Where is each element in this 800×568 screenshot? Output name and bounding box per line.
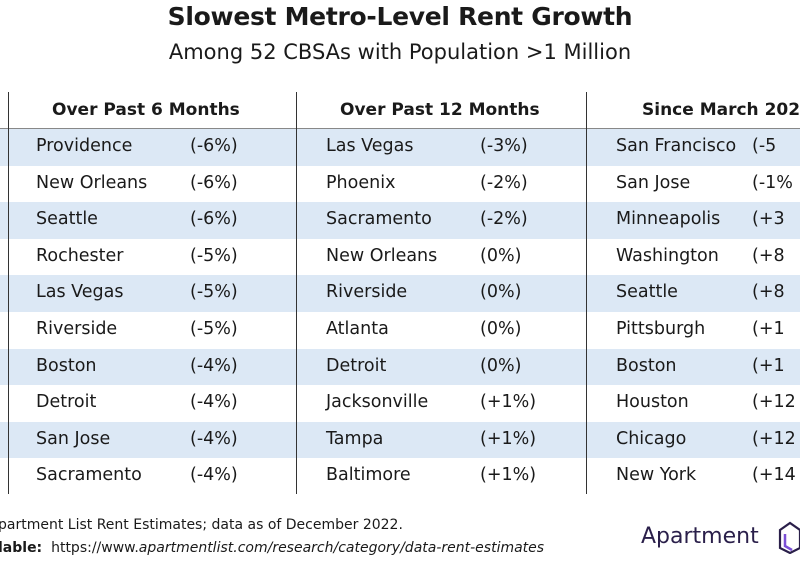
rent-change-value: (+1: [752, 319, 785, 339]
header-6-months: Over Past 6 Months: [52, 100, 240, 120]
rent-change-value: (-5: [752, 136, 777, 156]
metro-name: Detroit: [326, 355, 387, 376]
header-12-months: Over Past 12 Months: [340, 100, 540, 120]
metro-name: Tampa: [326, 428, 384, 449]
rent-change-value: (-3%): [480, 136, 528, 156]
rent-change-value: (-1%: [752, 172, 793, 193]
rent-change-value: (+8: [752, 282, 785, 303]
metro-name: New Orleans: [326, 245, 438, 266]
metro-name: New Orleans: [36, 172, 148, 193]
metro-name: Atlanta: [326, 319, 389, 339]
rent-change-value: (-4%): [190, 465, 238, 486]
table-row: New Orleans (-6%) Phoenix (-2%) San Jose (-1%: [0, 166, 800, 203]
rent-change-value: (-4%): [190, 392, 238, 413]
metro-name: Detroit: [36, 392, 97, 413]
metro-name: Las Vegas: [36, 282, 124, 303]
rent-change-value: (-6%): [190, 172, 238, 193]
header-divider: [0, 128, 800, 129]
metro-name: Boston: [616, 355, 677, 376]
apartment-list-logo: Apartment: [641, 524, 759, 549]
table-row: Detroit (-4%) Jacksonville (+1%) Houston (+12: [0, 385, 800, 422]
rent-change-value: (-5%): [190, 282, 238, 303]
rent-change-value: (+12: [752, 428, 796, 449]
rent-change-value: (0%): [480, 319, 522, 339]
rent-change-value: (+8: [752, 245, 785, 266]
table-row: Boston (-4%) Detroit (0%) Boston (+1: [0, 348, 800, 386]
metro-name: Riverside: [36, 319, 118, 339]
metro-name: New York: [616, 465, 697, 486]
metro-name: Las Vegas: [326, 136, 414, 156]
metro-name: Seattle: [36, 209, 98, 230]
chart-title: Slowest Metro-Level Rent Growth: [167, 2, 633, 31]
source-note: partment List Rent Estimates; data as of…: [0, 517, 403, 533]
metro-name: Riverside: [326, 282, 408, 303]
chart-subtitle: Among 52 CBSAs with Population >1 Millio…: [168, 40, 632, 64]
rent-change-value: (0%): [480, 355, 522, 376]
rent-change-value: (0%): [480, 245, 522, 266]
metro-name: Sacramento: [326, 209, 432, 230]
table-row: Providence (-6%) Las Vegas (-3%) San Francis…: [0, 129, 800, 166]
metro-name: Baltimore: [326, 465, 411, 486]
rent-change-value: (-6%): [190, 209, 238, 230]
metro-name: Boston: [36, 355, 97, 376]
metro-name: Chicago: [616, 428, 687, 449]
rent-change-value: (-5%): [190, 319, 238, 339]
rent-change-value: (0%): [480, 282, 522, 303]
url-link[interactable]: apartmentlist.com/research/category/data…: [138, 540, 545, 556]
rent-change-value: (-2%): [480, 209, 528, 230]
table-row: Seattle (-6%) Sacramento (-2%) Minneapolis (+…: [0, 202, 800, 239]
metro-name: Pittsburgh: [616, 319, 706, 339]
rent-change-value: (-5%): [190, 245, 238, 266]
rent-change-value: (-6%): [190, 136, 238, 156]
rent-change-value: (+1: [752, 355, 785, 376]
metro-name: San Jose: [36, 428, 111, 449]
column-divider: [586, 92, 587, 494]
metro-name: Phoenix: [326, 172, 396, 193]
url-prefix: https://www.: [51, 540, 139, 556]
header-since-march: Since March 202: [642, 100, 800, 120]
metro-name: San Jose: [616, 172, 691, 193]
rent-change-value: (+12: [752, 392, 796, 413]
metro-name: Sacramento: [36, 465, 142, 486]
rent-change-value: (+1%): [480, 428, 537, 449]
column-divider: [8, 92, 9, 494]
table-row: Riverside (-5%) Atlanta (0%) Pittsburgh (+1: [0, 312, 800, 349]
rent-change-value: (-4%): [190, 355, 238, 376]
table-row: Sacramento (-4%) Baltimore (+1%) New York (+1…: [0, 458, 800, 495]
metro-name: San Francisco: [616, 136, 737, 156]
available-label: lable:: [0, 540, 43, 556]
rent-change-value: (-4%): [190, 428, 238, 449]
column-divider: [296, 92, 297, 494]
data-available-note: lable: https://www.apartmentlist.com/res…: [0, 540, 544, 556]
rent-change-value: (+14: [752, 465, 796, 486]
metro-name: Seattle: [616, 282, 678, 303]
metro-name: Minneapolis: [616, 209, 721, 230]
metro-name: Houston: [616, 392, 689, 413]
rent-change-value: (-2%): [480, 172, 528, 193]
metro-name: Providence: [36, 136, 133, 156]
rent-change-value: (+1%): [480, 465, 537, 486]
table-row: Las Vegas (-5%) Riverside (0%) Seattle (+8: [0, 275, 800, 312]
metro-name: Jacksonville: [326, 392, 429, 413]
apartment-list-logo-icon: [778, 521, 800, 554]
rent-change-value: (+1%): [480, 392, 537, 413]
metro-name: Rochester: [36, 245, 124, 266]
table-row: San Jose (-4%) Tampa (+1%) Chicago (+12: [0, 421, 800, 459]
table-row: Rochester (-5%) New Orleans (0%) Washington (…: [0, 239, 800, 276]
rent-change-value: (+3: [752, 209, 785, 230]
metro-name: Washington: [616, 245, 719, 266]
